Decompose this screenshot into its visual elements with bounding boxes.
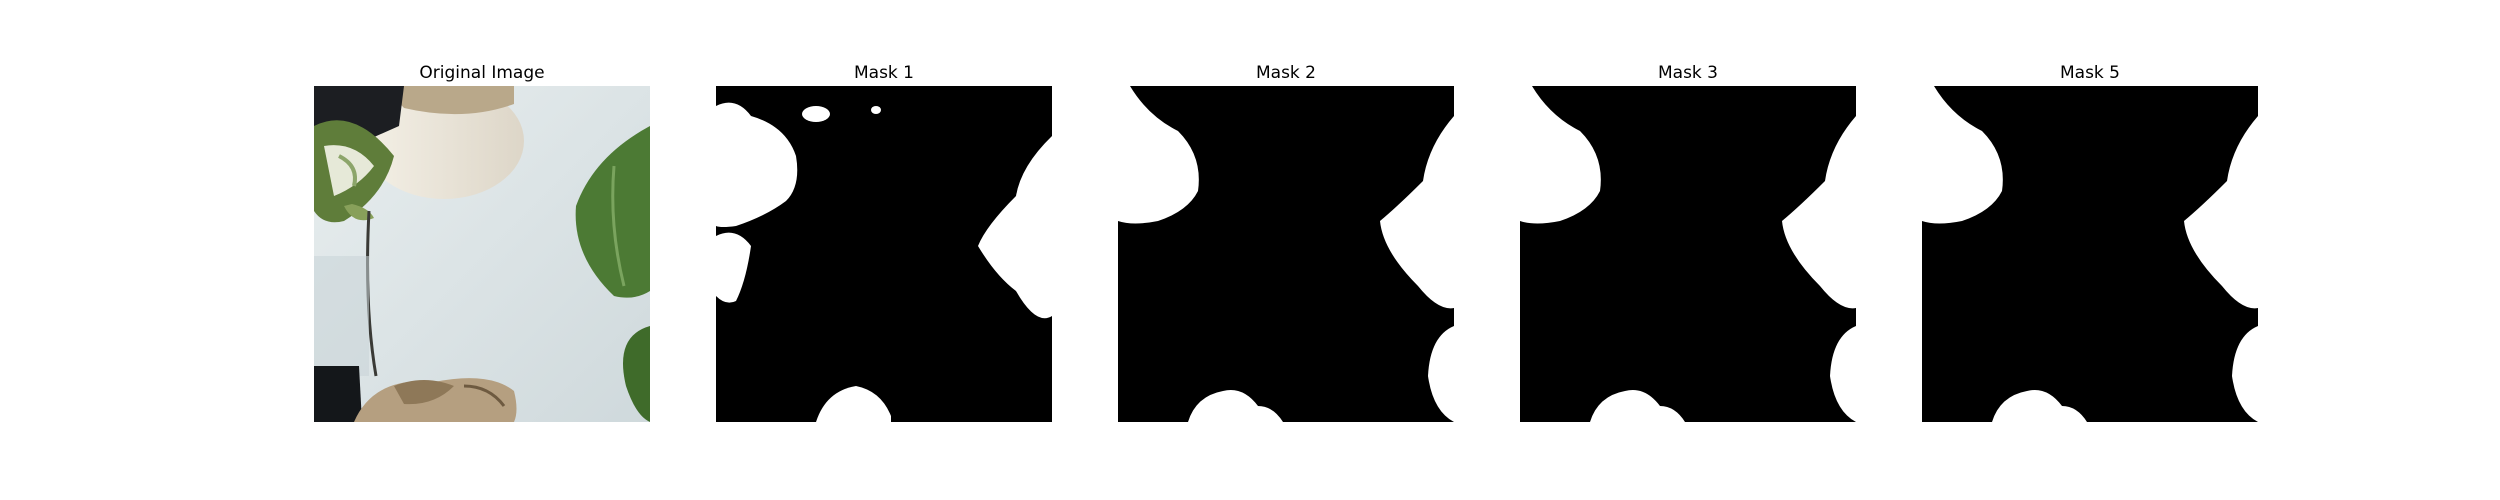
panel-title: Mask 2 <box>1255 63 1316 83</box>
panel-mask-5: Mask 5 <box>1922 60 2258 422</box>
panel-mask-1: Mask 1 <box>716 60 1052 422</box>
mask-image <box>1118 86 1454 422</box>
mask-image <box>716 86 1052 422</box>
original-image <box>314 86 650 422</box>
panel-mask-3: Mask 3 <box>1520 60 1856 422</box>
panel-original-image: Original Image <box>314 60 650 422</box>
panel-title: Mask 3 <box>1657 63 1718 83</box>
panel-title: Original Image <box>419 63 545 83</box>
panel-mask-2: Mask 2 <box>1118 60 1454 422</box>
panel-title: Mask 5 <box>2059 63 2120 83</box>
panel-title: Mask 1 <box>853 63 914 83</box>
mask-image <box>1520 86 1856 422</box>
mask-image <box>1922 86 2258 422</box>
